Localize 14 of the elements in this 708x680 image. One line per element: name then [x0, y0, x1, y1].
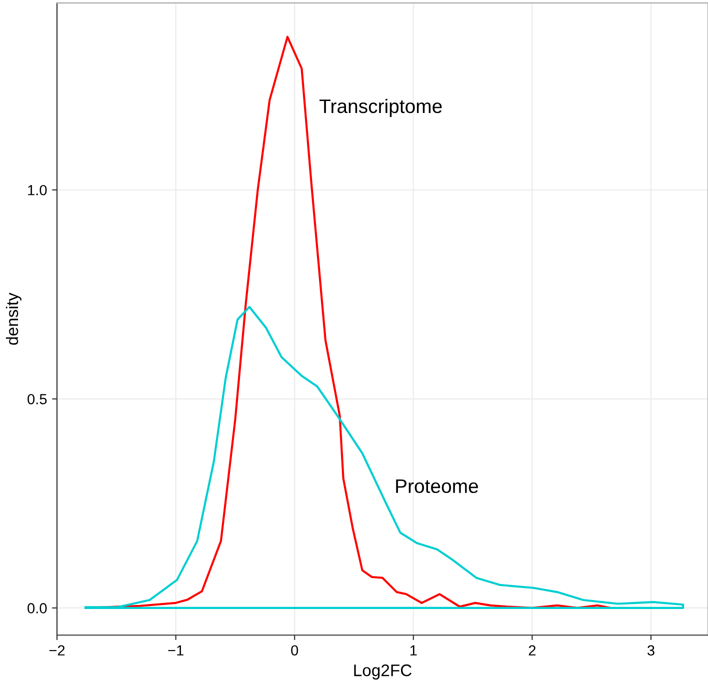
annotation: Transcriptome	[320, 98, 442, 117]
line-series	[84, 306, 684, 609]
y-axis-title: density	[6, 292, 22, 345]
y-tick-label: 0.0	[28, 603, 47, 614]
x-tick-label: −2	[49, 645, 65, 656]
x-tick-label: 3	[647, 645, 654, 656]
x-tick-label: −1	[168, 645, 184, 656]
annotation: Proteome	[396, 479, 478, 494]
x-tick-label: 1	[410, 645, 417, 656]
x-axis-title: Log2FC	[354, 664, 412, 680]
y-tick-label: 1.0	[28, 184, 47, 196]
x-tick-label: 0	[291, 645, 298, 656]
x-tick-label: 2	[528, 645, 536, 656]
y-tick-label: 0.5	[28, 394, 47, 404]
